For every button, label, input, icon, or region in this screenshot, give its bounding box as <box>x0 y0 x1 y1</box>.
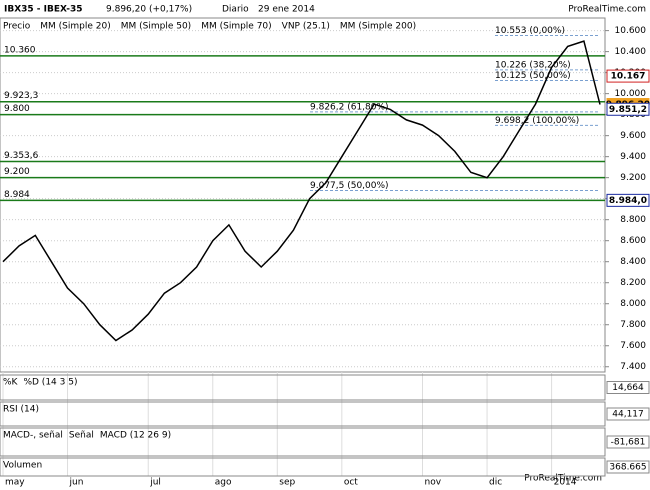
brand: ProRealTime.com <box>524 474 602 484</box>
legend-entry: MM (Simple 200) <box>340 22 416 32</box>
brand: ProRealTime.com <box>568 5 646 15</box>
fib-label: 9.698,2 (100,00%) <box>495 116 579 126</box>
period: Diario <box>222 5 249 15</box>
y-tick-label: 9.200 <box>620 173 646 183</box>
level-label: 9.800 <box>4 104 30 114</box>
x-tick-label: ago <box>215 478 232 488</box>
fib-label: 10.125 (50,00%) <box>495 71 571 81</box>
indicator-value: 44,117 <box>612 410 644 420</box>
y-tick-label: 10.000 <box>615 89 647 99</box>
indicator-label: Señal <box>69 431 94 441</box>
level-label: 9.200 <box>4 167 30 177</box>
indicator-panel <box>0 457 606 477</box>
price-badge <box>606 102 650 116</box>
main-panel <box>0 17 606 373</box>
indicator-label: MACD (12 26 9) <box>100 431 171 441</box>
y-tick-label: 8.800 <box>620 215 646 225</box>
chart-title: IBX35 - IBEX-35 <box>4 5 83 15</box>
quote: 9.896,20 (+0,17%) <box>106 5 192 15</box>
indicator-label: RSI (14) <box>3 405 39 415</box>
price-line <box>2 40 601 342</box>
fib-label: 10.226 (38,20%) <box>495 60 571 70</box>
fib-label: 10.553 (0,00%) <box>495 26 565 36</box>
indicator-value: -81,681 <box>611 438 646 448</box>
level-label: 10.360 <box>4 45 36 55</box>
legend-entry: VNP (25.1) <box>282 22 330 32</box>
x-tick-label: nov <box>425 478 442 488</box>
level-label: 9.353,6 <box>4 151 39 161</box>
y-tick-label: 8.200 <box>620 278 646 288</box>
x-tick-label: 2014 <box>554 478 577 488</box>
x-tick-label: may <box>5 478 25 488</box>
indicator-label: Volumen <box>3 461 42 471</box>
indicator-badge <box>606 460 650 474</box>
y-tick-label: 7.800 <box>620 320 646 330</box>
legend-entry: MM (Simple 70) <box>201 22 271 32</box>
x-tick-label: dic <box>489 478 502 488</box>
x-tick-label: jul <box>149 478 161 488</box>
indicator-panel <box>0 401 606 427</box>
indicator-label: %K <box>3 378 19 388</box>
y-tick-label: 10.400 <box>615 47 647 57</box>
indicator-value: 14,664 <box>612 383 644 393</box>
price-badge <box>606 69 650 83</box>
indicator-badge <box>606 435 650 449</box>
price-badge-label: 10.167 <box>611 72 646 82</box>
fib-label: 9.826,2 (61,80%) <box>310 102 389 112</box>
y-tick-label: 7.600 <box>620 341 646 351</box>
date: 29 ene 2014 <box>258 5 315 15</box>
indicator-badge <box>606 381 650 394</box>
legend-entry: MM (Simple 50) <box>121 22 191 32</box>
level-label: 8.984 <box>4 190 30 200</box>
indicator-panel <box>0 427 606 457</box>
legend-entry: Precio <box>3 22 31 32</box>
level-label: 9.923,3 <box>4 91 38 101</box>
price-badge-label: 9.851,2 <box>609 105 647 115</box>
y-tick-label: 10.600 <box>615 26 647 36</box>
y-tick-label: 9.600 <box>620 131 646 141</box>
price-badge-label: 8.984,0 <box>609 196 647 206</box>
x-tick-label: oct <box>344 478 358 488</box>
y-tick-label: 9.400 <box>620 152 646 162</box>
y-tick-label: 8.600 <box>620 236 646 246</box>
x-tick-label: jun <box>69 478 84 488</box>
indicator-badge <box>606 407 650 421</box>
y-tick-label: 8.000 <box>620 299 646 309</box>
y-tick-label: 7.400 <box>620 362 646 372</box>
price-badge <box>606 193 650 207</box>
fib-label: 9.077,5 (50,00%) <box>310 181 389 191</box>
x-tick-label: sep <box>279 478 295 488</box>
indicator-panel <box>0 374 606 401</box>
legend-entry: MM (Simple 20) <box>40 22 110 32</box>
indicator-value: 368.665 <box>609 463 646 473</box>
indicator-label: %D (14 3 5) <box>23 378 77 388</box>
y-tick-label: 8.400 <box>620 257 646 267</box>
indicator-label: MACD-, señal <box>3 431 63 441</box>
